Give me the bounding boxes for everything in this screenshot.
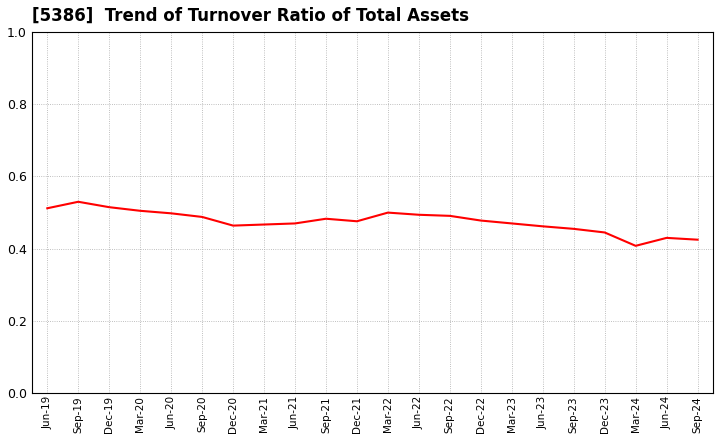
Text: [5386]  Trend of Turnover Ratio of Total Assets: [5386] Trend of Turnover Ratio of Total … — [32, 7, 469, 25]
